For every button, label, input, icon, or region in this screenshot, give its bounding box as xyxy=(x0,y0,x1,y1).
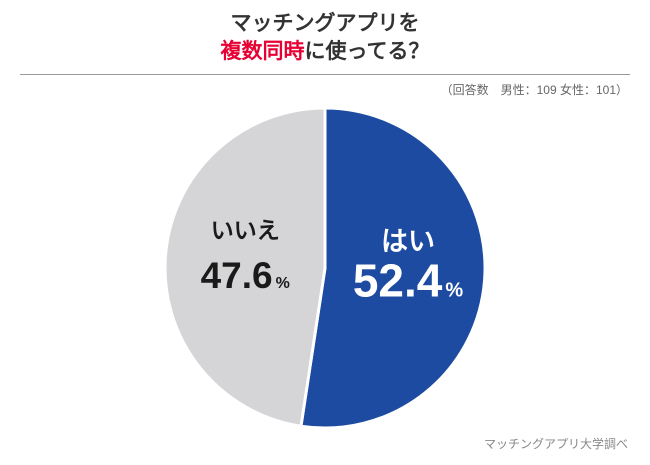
chart-title: マッチングアプリを 複数同時に使ってる？ xyxy=(0,10,650,67)
pie-slice-value-0: 52.4% xyxy=(353,254,464,306)
chart-title-line2-rest: に使ってる？ xyxy=(304,40,430,64)
respondents-note: （回答数 男性：109 女性：101） xyxy=(440,83,628,97)
pie-chart-area: はい 52.4% いいえ 47.6% xyxy=(0,96,650,441)
pie-slice-0 xyxy=(299,106,487,430)
chart-title-highlight: 複数同時 xyxy=(220,40,305,64)
pie-slice-label-1: いいえ xyxy=(211,217,280,243)
title-divider-line xyxy=(20,74,630,75)
pie-slice-1 xyxy=(163,106,327,428)
pie-slice-value-1: 47.6% xyxy=(201,255,290,296)
chart-title-line2: 複数同時に使ってる？ xyxy=(0,38,650,66)
pie-slice-label-0: はい xyxy=(381,226,435,256)
source-credit: マッチングアプリ大学調べ xyxy=(483,437,628,451)
chart-title-line1: マッチングアプリを xyxy=(230,12,420,35)
